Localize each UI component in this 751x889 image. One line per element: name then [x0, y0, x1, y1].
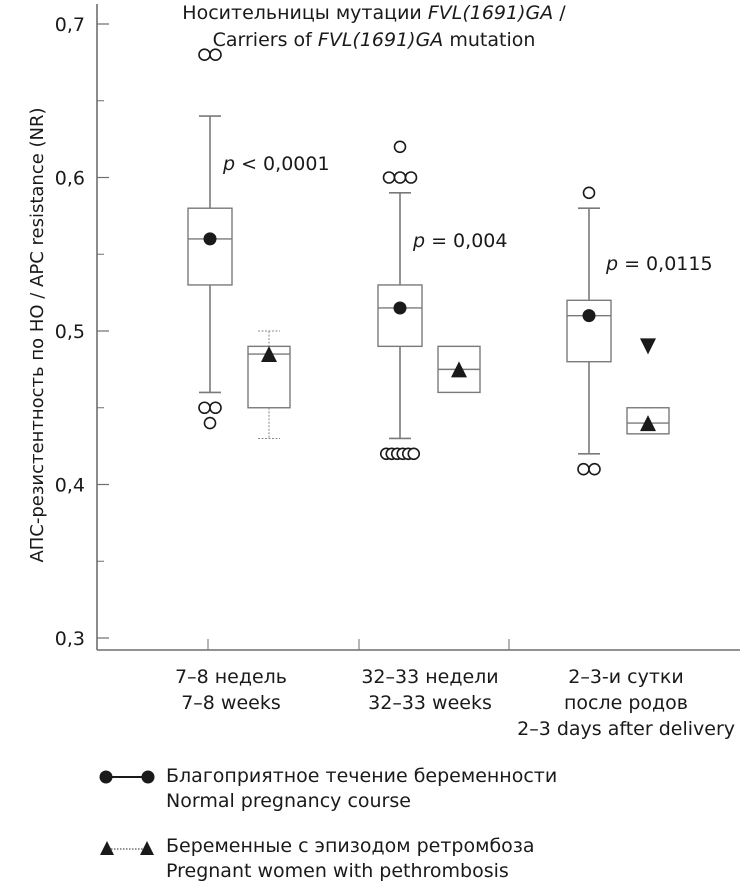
legend-normal-ru: Благоприятное течение беременности [166, 765, 558, 787]
legend-circle-line-icon [99, 770, 155, 784]
outlier-point [577, 462, 590, 476]
outlier-point [209, 401, 222, 415]
mean-marker-circle [203, 232, 217, 246]
x-tick-label-3-en: 2–3 days after delivery [517, 718, 735, 740]
box-iqr [187, 207, 233, 286]
box-pethrombosis-3 [626, 338, 670, 435]
outlier-point [582, 186, 596, 200]
boxplot-chart: 0,3 0,4 0,5 0,6 0,7 Носительницы мутации FVL… [27, 2, 740, 740]
legend-pethrombosis-ru: Беременные с эпизодом ретромбоза [166, 835, 535, 857]
legend-normal-en: Normal pregnancy course [166, 790, 411, 812]
chart-title-line2: Carriers of FVL(1691)GA mutation [213, 29, 536, 51]
box-normal-1 [187, 48, 233, 430]
box-pethrombosis-1 [247, 330, 291, 439]
mean-marker-triangle [451, 361, 467, 378]
mean-marker-triangle [640, 415, 656, 432]
outlier-point [588, 462, 601, 476]
x-tick-label-2-en: 32–33 weeks [368, 692, 492, 714]
box-pethrombosis-2 [437, 345, 481, 394]
outlier-point [198, 401, 211, 415]
marker-down-triangle [640, 338, 656, 355]
mean-marker-triangle [261, 346, 277, 363]
outlier-point [404, 171, 418, 184]
x-tick-label-3-ru: 2–3-и сутки [568, 666, 684, 688]
chart-title-line1: Носительницы мутации FVL(1691)GA / [182, 2, 566, 24]
x-tick-label-1-ru: 7–8 недель [175, 666, 287, 688]
outlier-point [382, 171, 396, 184]
y-tick-label: 0,5 [55, 321, 85, 343]
plot-marks [187, 48, 670, 476]
outlier-point [393, 171, 407, 184]
legend-pethrombosis-en: Pregnant women with pethrombosis [166, 860, 509, 882]
y-tick-label: 0,7 [55, 14, 85, 36]
p-value-1: p < 0,0001 [222, 153, 330, 175]
x-tick-label-2-ru: 32–33 недели [361, 666, 498, 688]
outlier-point [407, 447, 421, 461]
outlier-point [203, 416, 217, 430]
legend-triangle-dotted-icon [100, 841, 154, 855]
mean-marker-circle [582, 309, 596, 323]
x-tick-label-1-en: 7–8 weeks [181, 692, 281, 714]
x-tick-labels: 7–8 недель 7–8 weeks 32–33 недели 32–33 … [175, 666, 735, 740]
outlier-point [393, 140, 407, 154]
y-tick-label: 0,3 [55, 628, 85, 650]
p-value-2: p = 0,004 [412, 230, 507, 252]
outlier-point [198, 48, 211, 62]
y-tick-label: 0,4 [55, 475, 85, 497]
legend-item-pethrombosis: Беременные с эпизодом ретромбоза Pregnan… [98, 834, 658, 886]
y-tick-label: 0,6 [55, 168, 85, 190]
axes: 0,3 0,4 0,5 0,6 0,7 [55, 4, 740, 651]
box-normal-2 [377, 140, 423, 461]
x-tick-label-3-ru2: после родов [564, 692, 688, 714]
y-axis-label: АПС-резистентность по НО / APC resistanc… [27, 107, 48, 562]
legend-item-normal: Благоприятное течение беременности Norma… [98, 764, 658, 816]
outlier-point [209, 48, 222, 62]
box-normal-3 [566, 186, 612, 476]
p-value-3: p = 0,0115 [605, 253, 713, 275]
mean-marker-circle [393, 301, 407, 315]
box-iqr [377, 284, 423, 348]
